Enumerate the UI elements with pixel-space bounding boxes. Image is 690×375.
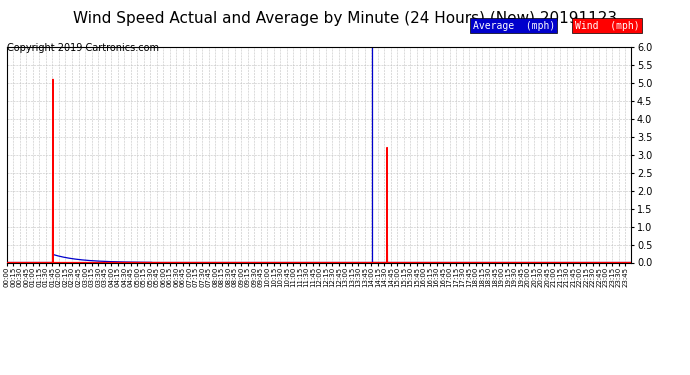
- Text: Copyright 2019 Cartronics.com: Copyright 2019 Cartronics.com: [7, 43, 159, 53]
- Text: Wind  (mph): Wind (mph): [575, 21, 640, 31]
- Text: Wind Speed Actual and Average by Minute (24 Hours) (New) 20191123: Wind Speed Actual and Average by Minute …: [73, 11, 617, 26]
- Text: Average  (mph): Average (mph): [473, 21, 555, 31]
